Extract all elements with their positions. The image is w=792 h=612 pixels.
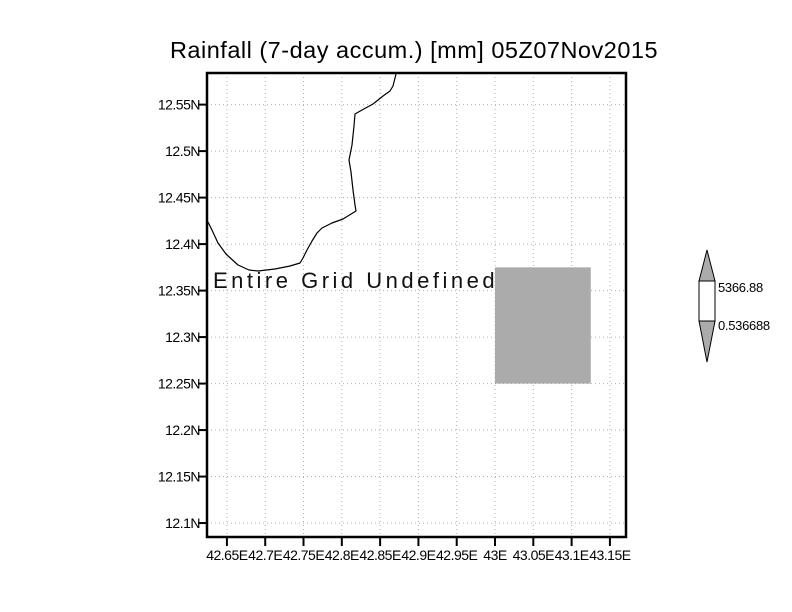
colorbar-min-label: 0.536688 bbox=[718, 318, 770, 333]
chart-title: Rainfall (7-day accum.) [mm] 05Z07Nov201… bbox=[170, 37, 658, 63]
axis-tick-labels: 42.65E 42.7E 42.75E 42.8E 42.85E 42.9E 42.95E 4… bbox=[158, 97, 631, 563]
colorbar-lower-arrow bbox=[698, 320, 716, 363]
y-tick-label: 12.3N bbox=[165, 329, 200, 345]
y-tick-label: 12.35N bbox=[158, 283, 200, 299]
x-tick-label: 43.05E bbox=[513, 547, 555, 563]
undefined-notice: Entire Grid Undefined bbox=[213, 268, 498, 293]
plot-frame bbox=[205, 71, 628, 539]
missing-data-rect bbox=[495, 267, 591, 384]
coastline-outline bbox=[207, 73, 397, 272]
x-tick-label: 43.1E bbox=[555, 547, 589, 563]
y-tick-label: 12.25N bbox=[158, 376, 200, 392]
y-tick-label: 12.5N bbox=[165, 143, 200, 159]
x-tick-label: 42.7E bbox=[248, 547, 282, 563]
y-tick-label: 12.45N bbox=[158, 190, 200, 206]
x-tick-label: 42.75E bbox=[283, 547, 325, 563]
x-tick-label: 42.65E bbox=[206, 547, 248, 563]
missing-data-region bbox=[495, 267, 591, 384]
y-tick-label: 12.1N bbox=[165, 515, 200, 531]
y-tick-label: 12.55N bbox=[158, 97, 200, 113]
x-tick-label: 42.95E bbox=[436, 547, 478, 563]
colorbar-upper-arrow bbox=[698, 249, 716, 282]
colorbar: 5366.88 0.536688 bbox=[698, 249, 770, 363]
x-tick-label: 42.85E bbox=[359, 547, 401, 563]
x-tick-label: 42.9E bbox=[401, 547, 435, 563]
colorbar-max-label: 5366.88 bbox=[718, 280, 763, 295]
x-tick-label: 43E bbox=[483, 547, 507, 563]
x-tick-label: 43.15E bbox=[589, 547, 631, 563]
colorbar-band bbox=[698, 280, 716, 322]
coastline-path bbox=[207, 73, 397, 272]
x-tick-label: 42.8E bbox=[325, 547, 359, 563]
axis-ticks bbox=[198, 103, 611, 546]
y-tick-label: 12.15N bbox=[158, 469, 200, 485]
y-tick-label: 12.2N bbox=[165, 422, 200, 438]
y-tick-label: 12.4N bbox=[165, 236, 200, 252]
